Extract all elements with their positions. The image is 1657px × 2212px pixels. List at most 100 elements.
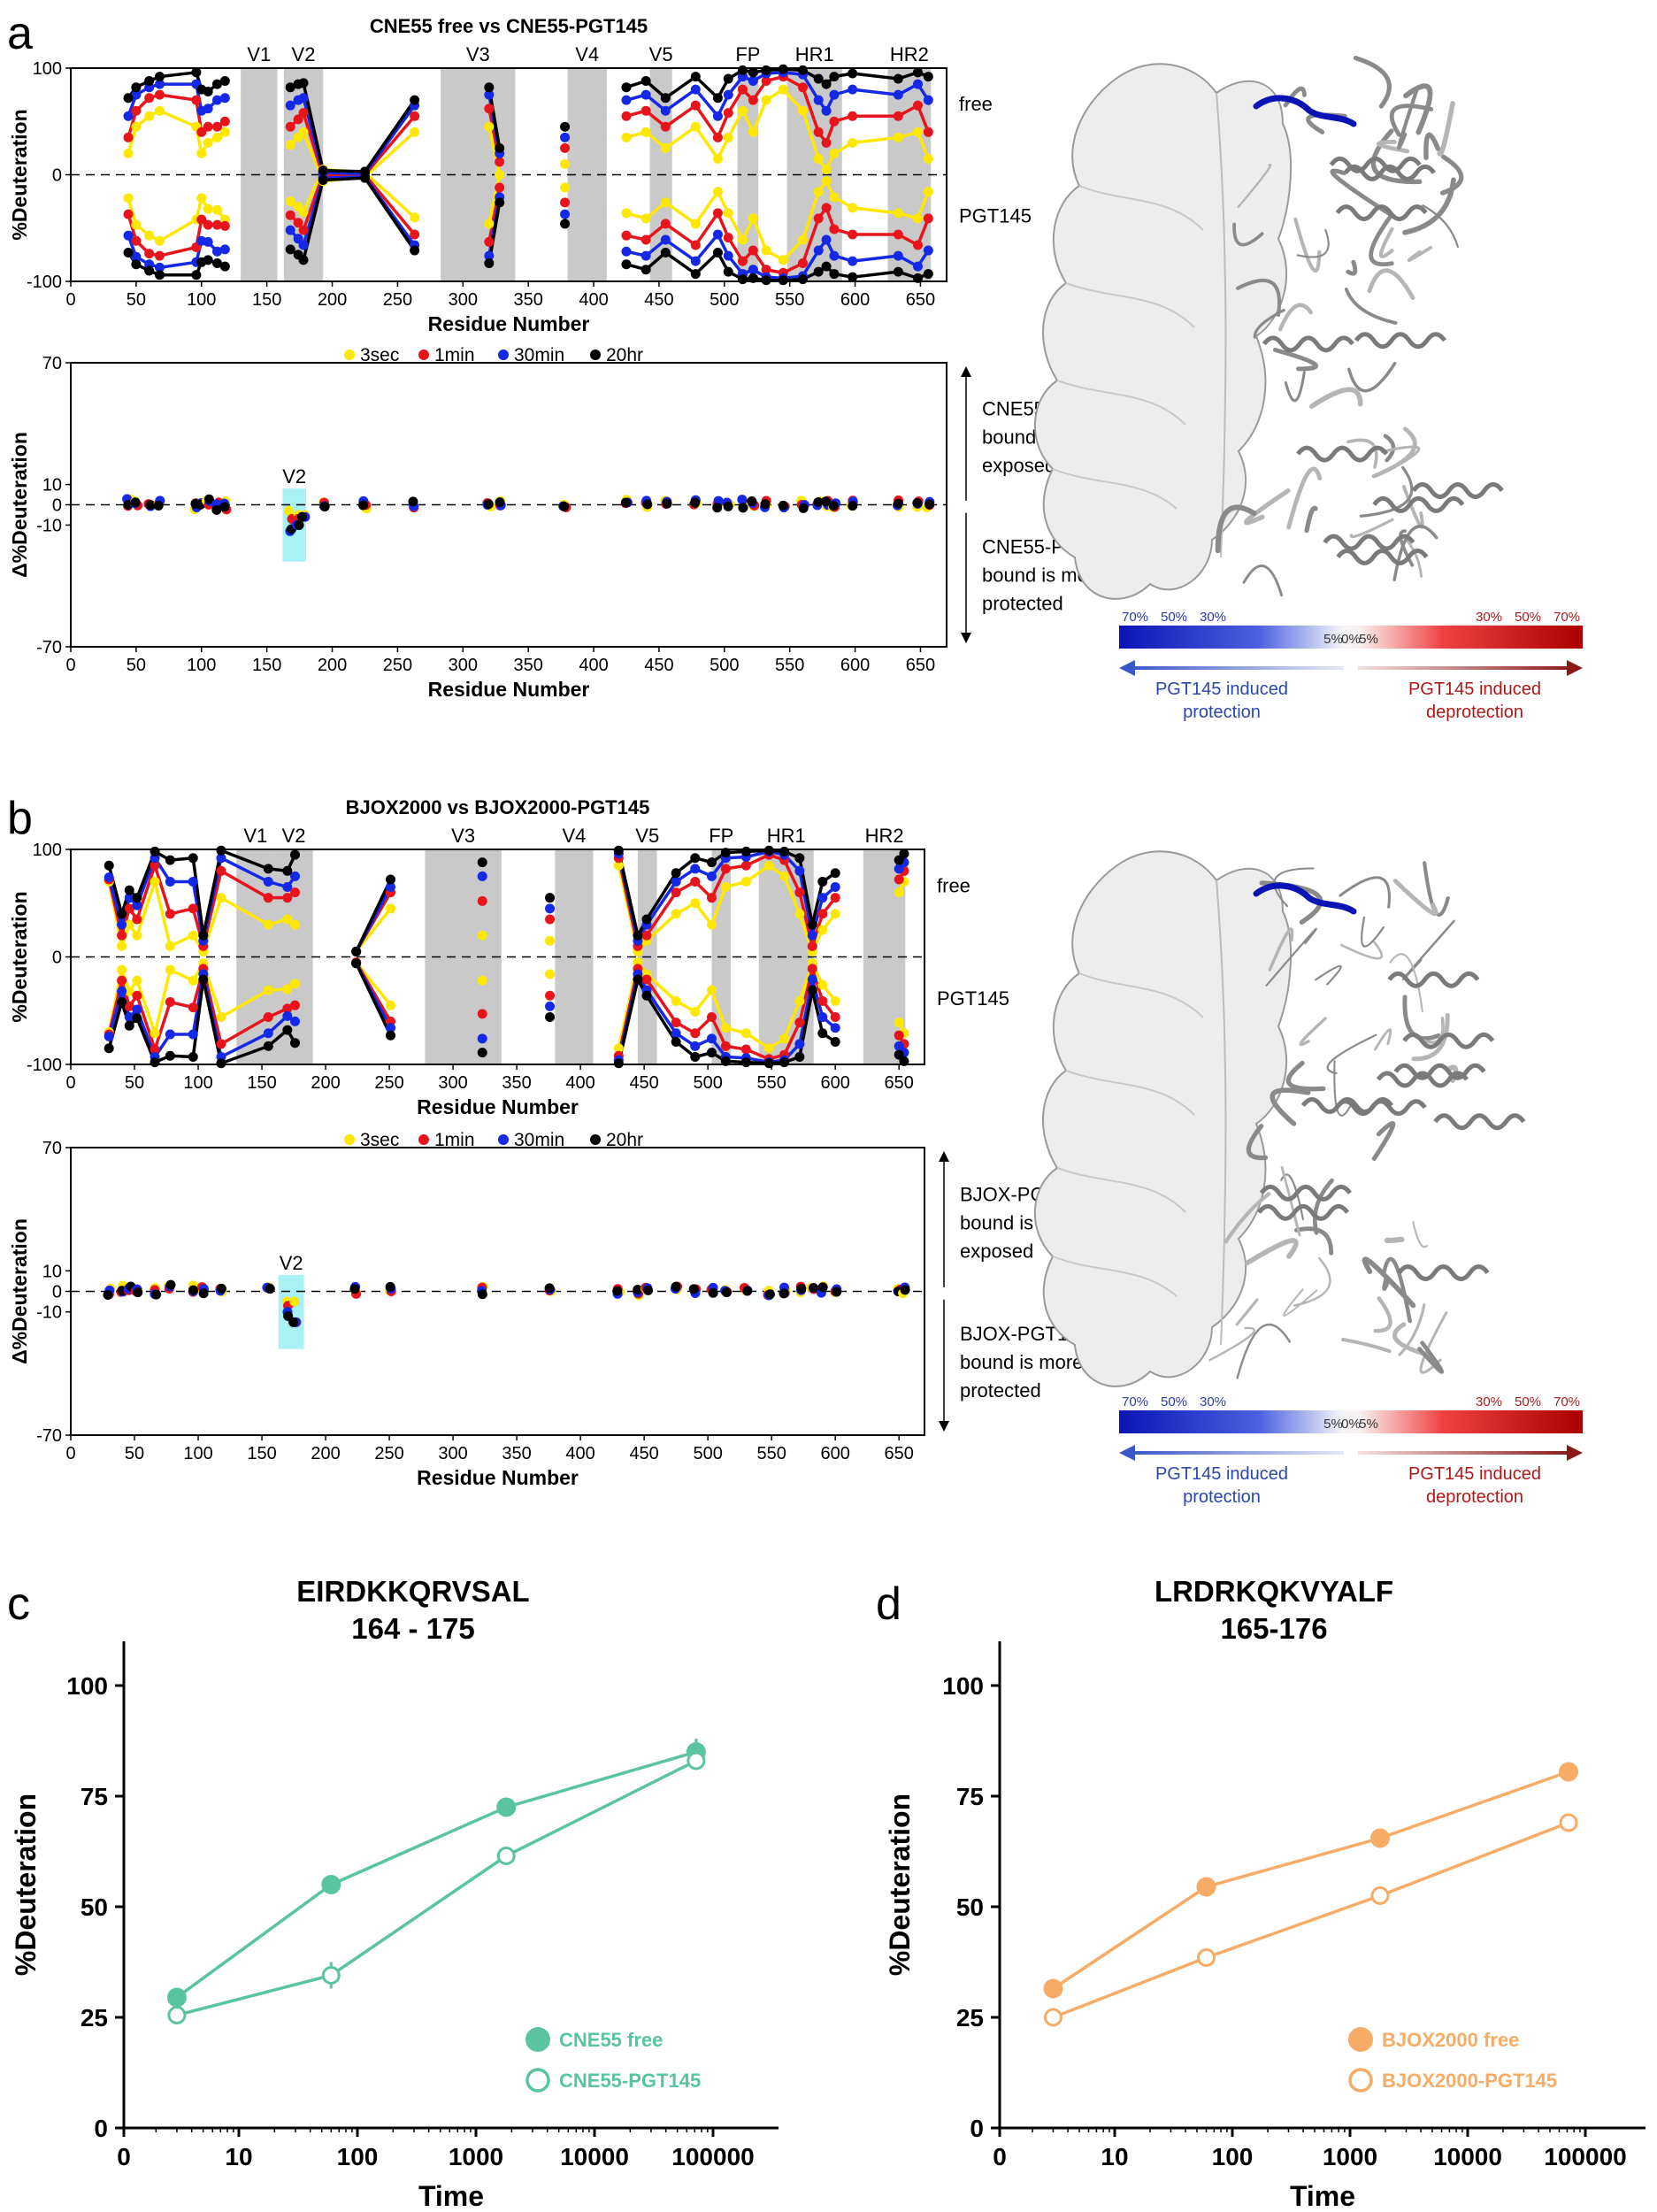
point-free bbox=[894, 887, 904, 898]
point-bound bbox=[778, 275, 788, 286]
point-free bbox=[282, 865, 293, 876]
ribbon-strand bbox=[1294, 1226, 1334, 1256]
data-point-open bbox=[321, 1966, 341, 1985]
ribbon-strand bbox=[1333, 1060, 1354, 1117]
data-point-filled bbox=[321, 1875, 341, 1894]
ribbon-strand bbox=[1407, 245, 1433, 262]
helix-ribbon bbox=[1354, 332, 1446, 349]
series-line-bound bbox=[852, 254, 899, 263]
helix-ribbon bbox=[1411, 482, 1504, 499]
delta-point bbox=[832, 1286, 842, 1297]
point-free bbox=[821, 164, 832, 174]
point-bound bbox=[211, 246, 222, 257]
delta-point bbox=[738, 503, 748, 513]
point-bound bbox=[123, 209, 134, 219]
protection-arrow bbox=[1132, 666, 1344, 670]
delta-point bbox=[778, 500, 788, 511]
label-free: free bbox=[959, 93, 993, 115]
series-line-free bbox=[220, 849, 269, 871]
ribbon-strand bbox=[1373, 1296, 1392, 1333]
point-bound bbox=[298, 207, 309, 218]
delta-point bbox=[145, 500, 156, 511]
point-bound bbox=[923, 187, 933, 197]
point-bound bbox=[477, 1048, 487, 1058]
point-bound bbox=[817, 1028, 828, 1039]
series-line bbox=[1052, 1770, 1569, 1990]
delta-point bbox=[265, 1284, 275, 1294]
delta-x-tick-label: 650 bbox=[906, 656, 935, 675]
series-line-bound bbox=[153, 1001, 173, 1050]
point-bound bbox=[893, 208, 903, 219]
point-bound bbox=[144, 265, 155, 276]
panel-title: BJOX2000 vs BJOX2000-PGT145 bbox=[346, 796, 650, 818]
point-free bbox=[123, 132, 134, 142]
colorbar-label: 70% bbox=[1122, 1394, 1148, 1409]
point-bound bbox=[282, 984, 293, 995]
point-bound bbox=[712, 247, 723, 257]
point-bound bbox=[219, 244, 230, 255]
ribbon-strand bbox=[1419, 1311, 1448, 1374]
series-line-bound bbox=[645, 995, 678, 1043]
v2-highlight-label: V2 bbox=[280, 1252, 303, 1274]
delta-x-tick-label: 300 bbox=[438, 1444, 467, 1463]
point-bound bbox=[216, 1058, 226, 1069]
point-bound bbox=[740, 1057, 751, 1068]
point-free bbox=[763, 845, 774, 856]
delta-x-tick-label: 600 bbox=[820, 1444, 849, 1463]
ribbon-strand bbox=[1215, 504, 1257, 554]
delta-point bbox=[662, 498, 672, 509]
point-free bbox=[211, 95, 222, 105]
series-line-bound bbox=[220, 1044, 269, 1065]
point-bound bbox=[117, 975, 127, 986]
delta-x-tick-label: 200 bbox=[318, 656, 347, 675]
series-line-bound bbox=[135, 979, 157, 1034]
point-bound bbox=[794, 1039, 805, 1049]
point-free bbox=[761, 65, 771, 75]
delta-x-axis-title: Residue Number bbox=[417, 1466, 579, 1489]
point-bound bbox=[154, 270, 165, 280]
series-line-bound bbox=[801, 250, 820, 277]
delta-point bbox=[495, 497, 505, 508]
deprotection-caption: deprotection bbox=[1426, 1487, 1523, 1507]
ribbon-strand bbox=[1417, 1340, 1445, 1374]
delta-point bbox=[289, 1296, 300, 1307]
kinetic-title: 164 - 175 bbox=[351, 1612, 474, 1645]
deprotection-caption: PGT145 induced bbox=[1408, 680, 1541, 699]
point-free bbox=[191, 95, 202, 105]
panel-a: a CNE55 free vs CNE55-PGT145 V1 V2 V3 V4 V5 FP H… bbox=[7, 8, 1583, 722]
series-line-free bbox=[645, 912, 678, 942]
point-free bbox=[923, 95, 933, 105]
delta-x-tick-label: 600 bbox=[840, 656, 870, 675]
point-free bbox=[484, 104, 495, 114]
point-bound bbox=[690, 256, 701, 266]
point-free bbox=[829, 89, 840, 100]
delta-y-axis-title: Δ%Deuteration bbox=[8, 1218, 31, 1364]
point-bound bbox=[285, 210, 295, 220]
point-free bbox=[778, 64, 788, 74]
point-bound bbox=[495, 170, 505, 180]
point-bound bbox=[912, 240, 923, 250]
point-free bbox=[216, 865, 226, 876]
legend-marker bbox=[418, 349, 429, 360]
point-bound bbox=[923, 213, 933, 224]
point-free bbox=[706, 919, 717, 930]
series-line-free bbox=[159, 93, 197, 102]
point-bound bbox=[641, 213, 651, 224]
point-bound bbox=[386, 1000, 396, 1010]
ribbon-strand bbox=[1371, 426, 1417, 479]
point-bound bbox=[123, 230, 134, 241]
y-tick-label: 75 bbox=[956, 1783, 984, 1810]
point-bound bbox=[817, 1012, 828, 1023]
ribbon-strand bbox=[1273, 867, 1315, 908]
helix-ribbon bbox=[1259, 1184, 1352, 1202]
annot-exposed-line: exposed bbox=[960, 1240, 1033, 1262]
ribbon-strand bbox=[1315, 964, 1342, 986]
point-bound bbox=[282, 1010, 293, 1021]
series-line bbox=[176, 1759, 697, 2017]
delta-point bbox=[848, 501, 858, 511]
delta-point bbox=[103, 1290, 113, 1301]
point-bound bbox=[690, 1006, 701, 1017]
legend-marker bbox=[498, 1134, 509, 1145]
x-tick-label: 100 bbox=[337, 2143, 379, 2170]
legend-label: 20hr bbox=[606, 345, 643, 365]
